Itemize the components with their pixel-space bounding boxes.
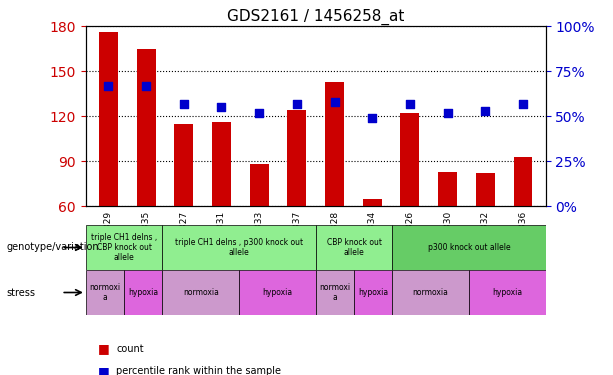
Point	[518, 100, 528, 106]
Bar	[99, 32, 118, 206]
FancyBboxPatch shape	[354, 270, 392, 315]
Text: genotype/variation: genotype/variation	[6, 243, 99, 252]
FancyBboxPatch shape	[239, 270, 316, 315]
Bar	[363, 199, 382, 206]
Point	[443, 110, 452, 116]
Point	[104, 82, 113, 88]
Text: stress: stress	[6, 288, 35, 297]
Text: triple CH1 delns ,
CBP knock out
allele: triple CH1 delns , CBP knock out allele	[91, 232, 158, 262]
FancyBboxPatch shape	[162, 225, 316, 270]
Text: count: count	[116, 344, 144, 354]
FancyBboxPatch shape	[469, 270, 546, 315]
FancyBboxPatch shape	[124, 270, 162, 315]
FancyBboxPatch shape	[316, 225, 392, 270]
Text: triple CH1 delns , p300 knock out
allele: triple CH1 delns , p300 knock out allele	[175, 238, 303, 257]
Point	[481, 108, 490, 114]
Bar	[249, 164, 268, 206]
FancyBboxPatch shape	[86, 270, 124, 315]
Text: CBP knock out
allele: CBP knock out allele	[327, 238, 381, 257]
Text: normoxia: normoxia	[183, 288, 219, 297]
Text: hypoxia: hypoxia	[128, 288, 158, 297]
Bar	[287, 110, 306, 206]
Point	[405, 100, 415, 106]
Text: percentile rank within the sample: percentile rank within the sample	[116, 366, 281, 375]
Point	[330, 99, 340, 105]
FancyBboxPatch shape	[162, 270, 239, 315]
Point	[292, 100, 302, 106]
FancyBboxPatch shape	[86, 225, 162, 270]
Bar	[137, 49, 156, 206]
Point	[254, 110, 264, 116]
Bar	[212, 122, 231, 206]
FancyBboxPatch shape	[316, 270, 354, 315]
Text: ■: ■	[98, 342, 110, 355]
Bar	[400, 113, 419, 206]
Text: hypoxia: hypoxia	[358, 288, 388, 297]
Point	[179, 100, 189, 106]
Bar	[476, 173, 495, 206]
Text: normoxi
a: normoxi a	[89, 283, 121, 302]
Bar	[174, 124, 193, 206]
Text: ■: ■	[98, 365, 110, 375]
Bar	[438, 172, 457, 206]
FancyBboxPatch shape	[392, 225, 546, 270]
Text: normoxi
a: normoxi a	[319, 283, 351, 302]
Text: hypoxia: hypoxia	[492, 288, 522, 297]
Text: hypoxia: hypoxia	[262, 288, 292, 297]
Text: normoxia: normoxia	[413, 288, 449, 297]
Point	[367, 115, 377, 121]
Point	[216, 104, 226, 110]
Bar	[514, 157, 532, 206]
Title: GDS2161 / 1456258_at: GDS2161 / 1456258_at	[227, 9, 405, 25]
Bar	[325, 82, 344, 206]
FancyBboxPatch shape	[392, 270, 469, 315]
Text: p300 knock out allele: p300 knock out allele	[428, 243, 510, 252]
Point	[141, 82, 151, 88]
